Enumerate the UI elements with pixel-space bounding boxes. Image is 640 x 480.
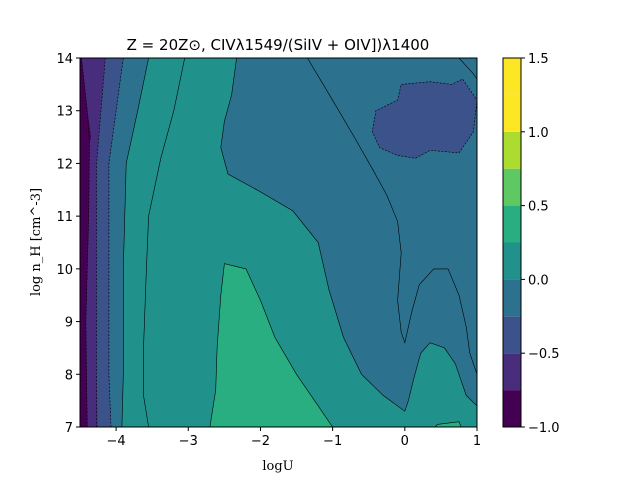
colorbar-frame xyxy=(502,57,522,428)
contour-line xyxy=(209,263,333,427)
colorbar-band xyxy=(503,94,521,132)
y-tick-label: 13 xyxy=(56,105,73,120)
x-tick-label: 1 xyxy=(473,434,481,449)
x-tick-label: −3 xyxy=(179,434,198,449)
colorbar-band xyxy=(503,205,521,243)
x-tick-label: 0 xyxy=(401,434,409,449)
colorbar-tick-label: 0.5 xyxy=(528,200,549,215)
colorbar xyxy=(502,57,522,428)
y-tick-label: 8 xyxy=(65,368,73,383)
y-tick-label: 11 xyxy=(56,210,73,225)
x-axis-label: logU xyxy=(262,459,293,474)
y-tick-label: 14 xyxy=(56,52,73,67)
colorbar-band xyxy=(503,353,521,391)
x-axis: −4 −3 −2 −1 0 1 xyxy=(107,427,481,449)
colorbar-band xyxy=(503,390,521,427)
y-axis-label: log n_H [cm^-3] xyxy=(29,188,44,296)
contour-line xyxy=(96,58,106,427)
colorbar-band xyxy=(503,168,521,206)
y-tick-label: 10 xyxy=(56,263,73,278)
colorbar-band xyxy=(503,279,521,317)
colorbar-band xyxy=(503,316,521,354)
colorbar-tick-label: 0.0 xyxy=(528,273,549,288)
contour-line xyxy=(458,58,477,80)
x-tick-label: −1 xyxy=(323,434,342,449)
colorbar-tick-label: −1.0 xyxy=(528,421,560,436)
plot-area xyxy=(80,58,477,427)
contour-line xyxy=(220,58,477,412)
contour-line xyxy=(434,421,462,427)
contour-line xyxy=(307,58,477,375)
y-tick-label: 7 xyxy=(65,421,73,436)
y-tick-label: 9 xyxy=(65,316,73,331)
colorbar-axis: −1.0 −0.5 0.0 0.5 1.0 1.5 xyxy=(521,52,560,436)
contour-line xyxy=(81,58,90,427)
colorbar-band xyxy=(503,131,521,169)
x-tick-label: −4 xyxy=(107,434,126,449)
colorbar-band xyxy=(503,242,521,280)
plot-frame xyxy=(79,57,478,428)
contour-lines xyxy=(81,58,477,427)
x-tick-label: −2 xyxy=(251,434,270,449)
contour-line xyxy=(143,58,185,427)
contour-line xyxy=(108,58,124,427)
colorbar-tick-label: 1.0 xyxy=(528,126,549,141)
colorbar-tick-label: 1.5 xyxy=(528,52,549,67)
colorbar-band xyxy=(503,58,521,95)
y-axis: 7 8 9 10 11 12 13 14 xyxy=(56,52,80,436)
y-tick-label: 12 xyxy=(56,157,73,172)
chart-title: Z = 20Z⊙, CIVλ1549/(SiIV + OIV])λ1400 xyxy=(127,36,430,54)
contour-line xyxy=(121,58,149,427)
contour-line xyxy=(371,78,477,159)
colorbar-tick-label: −0.5 xyxy=(528,347,560,362)
